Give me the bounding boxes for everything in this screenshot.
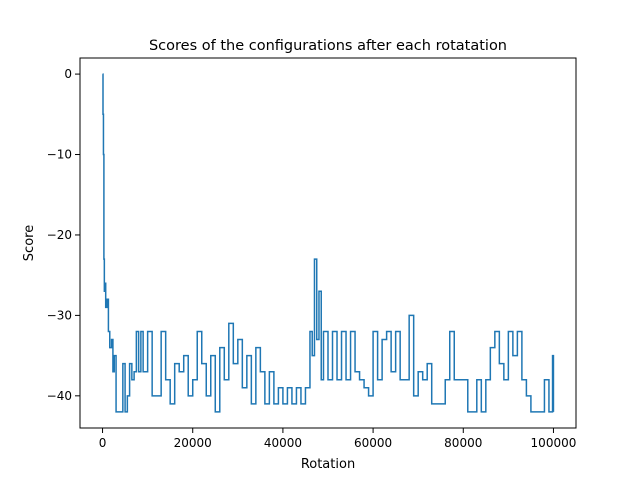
y-tick-label: 0: [64, 67, 72, 81]
y-axis-label: Score: [22, 225, 37, 261]
y-tick-label: −20: [47, 228, 72, 242]
axes-frame: [79, 57, 577, 429]
y-tick-label: −10: [47, 148, 72, 162]
plot-area: [102, 73, 555, 413]
y-tick-label: −30: [47, 308, 72, 322]
x-tick-label: 40000: [264, 436, 302, 450]
y-axis-ticks: 0 −10 −20 −30 −40: [47, 67, 80, 403]
x-tick-label: 80000: [444, 436, 482, 450]
series-line-0: [102, 73, 555, 413]
x-tick-label: 100000: [531, 436, 577, 450]
x-tick-label: 60000: [354, 436, 392, 450]
y-tick-label: −40: [47, 389, 72, 403]
x-axis-ticks: 0 20000 40000 60000 80000 100000: [99, 428, 577, 450]
chart-title: Scores of the configurations after each …: [149, 38, 507, 54]
x-axis-label: Rotation: [301, 457, 355, 472]
x-tick-label: 0: [99, 436, 107, 450]
x-tick-label: 20000: [174, 436, 212, 450]
